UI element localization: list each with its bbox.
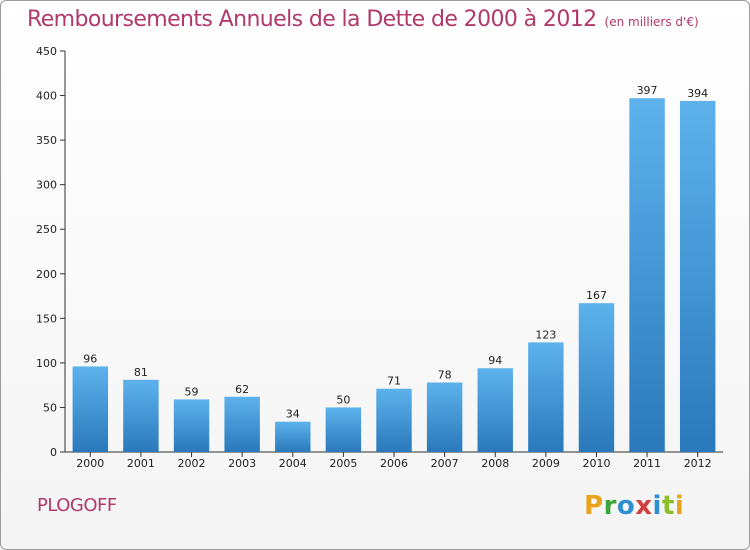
bar — [275, 421, 311, 452]
x-tick-label: 2003 — [228, 457, 256, 470]
commune-name: PLOGOFF — [37, 495, 117, 516]
y-tick-label: 100 — [36, 357, 57, 370]
bar-value-label: 96 — [83, 352, 97, 365]
labels: 2000 96 2001 81 2002 59 2003 62 2004 34 2005 50 2006… — [76, 84, 711, 470]
bar-value-label: 62 — [235, 383, 249, 396]
bar — [123, 379, 159, 452]
bar — [376, 388, 412, 452]
bar-value-label: 34 — [286, 408, 300, 421]
bar — [426, 382, 463, 452]
logo-letter: r — [603, 491, 617, 521]
bar-value-label: 78 — [438, 368, 452, 381]
x-tick-label: 2010 — [582, 457, 610, 470]
bar-value-label: 50 — [336, 393, 350, 406]
y-tick-label: 400 — [36, 90, 57, 103]
bar — [578, 303, 615, 452]
x-tick-label: 2006 — [380, 457, 408, 470]
bar-value-label: 81 — [134, 366, 148, 379]
chart-title: Remboursements Annuels de la Dette de 20… — [27, 7, 699, 32]
x-tick-label: 2012 — [684, 457, 712, 470]
y-tick-label: 250 — [36, 223, 57, 236]
logo-letter: o — [616, 491, 636, 521]
bar-value-label: 123 — [535, 328, 556, 341]
x-tick-label: 2011 — [633, 457, 661, 470]
x-tick-label: 2002 — [178, 457, 206, 470]
y-tick-label: 50 — [43, 401, 57, 414]
x-tick-label: 2001 — [127, 457, 155, 470]
chart-title-text: Remboursements Annuels de la Dette de 20… — [27, 7, 597, 32]
y-tick-label: 200 — [36, 268, 57, 281]
bar — [325, 407, 362, 452]
bar — [477, 368, 513, 452]
bar-value-label: 167 — [586, 289, 607, 302]
bar-value-label: 394 — [687, 87, 708, 100]
x-tick-label: 2000 — [76, 457, 104, 470]
proxiti-logo: Proxiti — [584, 491, 684, 521]
x-tick-label: 2004 — [279, 457, 307, 470]
bar-value-label: 59 — [185, 385, 199, 398]
y-tick-label: 150 — [36, 312, 57, 325]
logo-letter: i — [674, 491, 685, 521]
y-tick-label: 350 — [36, 134, 57, 147]
bar — [72, 366, 109, 452]
logo-letter: t — [661, 491, 675, 521]
x-tick-label: 2008 — [481, 457, 509, 470]
bar — [173, 399, 210, 452]
bar — [528, 342, 564, 452]
x-tick-label: 2009 — [532, 457, 560, 470]
y-tick-label: 300 — [36, 179, 57, 192]
chart-subtitle: (en milliers d'€) — [604, 15, 699, 29]
bar — [224, 396, 260, 452]
y-tick-label: 0 — [50, 446, 57, 459]
x-tick-label: 2007 — [431, 457, 459, 470]
bar — [629, 98, 665, 453]
x-tick-label: 2005 — [329, 457, 357, 470]
y-tick-label: 450 — [36, 45, 57, 58]
logo-letter: i — [652, 491, 662, 521]
bar-value-label: 94 — [488, 354, 502, 367]
logo-letter: P — [584, 491, 604, 521]
bar — [679, 100, 716, 452]
bar-value-label: 397 — [637, 84, 658, 97]
bar-value-label: 71 — [387, 375, 401, 388]
logo-letter: x — [635, 491, 653, 521]
bars — [72, 98, 716, 453]
